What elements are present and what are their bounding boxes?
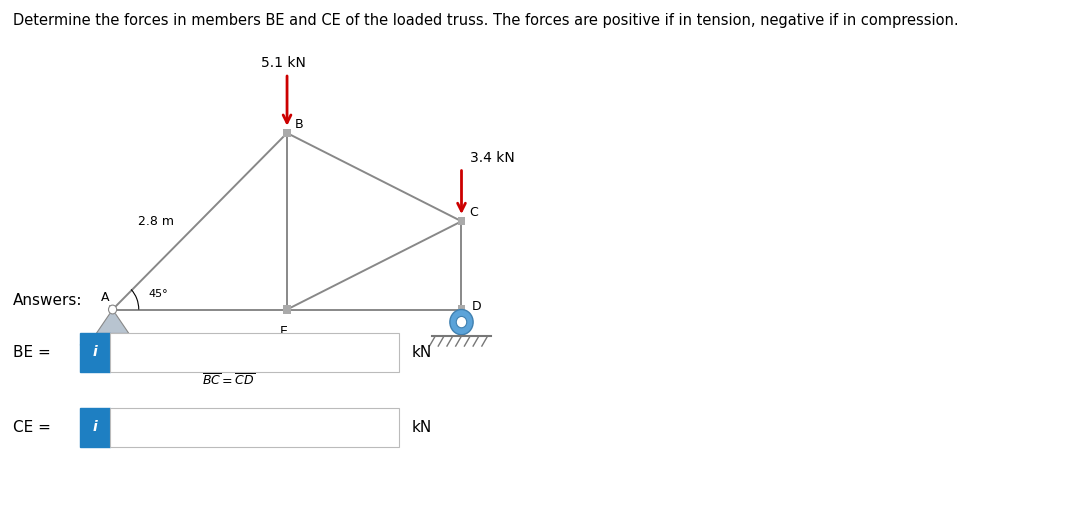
Text: Determine the forces in members BE and CE of the loaded truss. The forces are po: Determine the forces in members BE and C…: [13, 13, 959, 28]
Text: CE =: CE =: [13, 420, 50, 435]
Text: 3.0 m: 3.0 m: [182, 349, 218, 362]
Text: i: i: [93, 345, 97, 359]
Text: 3.4 kN: 3.4 kN: [470, 151, 515, 165]
Text: Answers:: Answers:: [13, 293, 82, 308]
Text: kN: kN: [412, 345, 432, 359]
Bar: [284, 306, 291, 313]
Bar: [109, 306, 117, 313]
Bar: [284, 129, 291, 137]
Text: A: A: [102, 292, 110, 305]
Text: E: E: [280, 325, 288, 338]
Text: 3.0 m: 3.0 m: [356, 349, 393, 362]
Text: B: B: [294, 118, 303, 131]
Bar: [458, 217, 465, 225]
Text: 45°: 45°: [149, 290, 168, 299]
Text: kN: kN: [412, 420, 432, 435]
Text: 5.1 kN: 5.1 kN: [261, 56, 306, 70]
Text: BE =: BE =: [13, 345, 50, 359]
Text: D: D: [472, 300, 482, 313]
Text: C: C: [469, 206, 478, 219]
Text: 2.8 m: 2.8 m: [138, 215, 173, 228]
Bar: [458, 306, 465, 313]
Text: i: i: [93, 420, 97, 435]
Circle shape: [108, 305, 117, 314]
Circle shape: [449, 309, 473, 335]
Text: $\overline{BC} = \overline{CD}$: $\overline{BC} = \overline{CD}$: [202, 372, 256, 388]
Circle shape: [456, 316, 467, 328]
Polygon shape: [96, 309, 128, 334]
